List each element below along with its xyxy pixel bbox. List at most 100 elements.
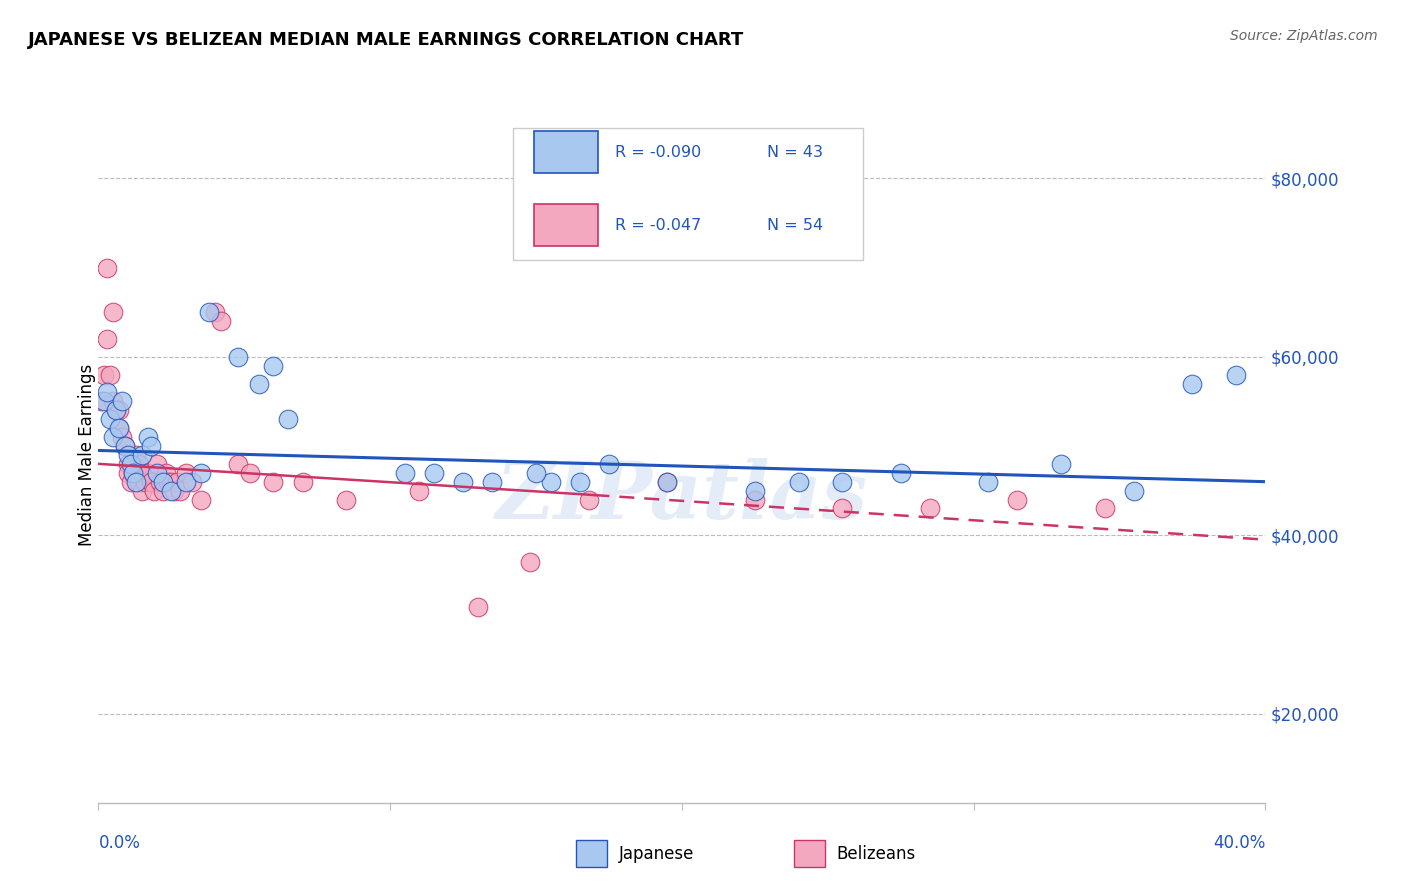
Point xyxy=(831,475,853,489)
Point xyxy=(120,457,142,471)
Point xyxy=(114,439,136,453)
Point xyxy=(163,483,186,498)
Text: R = -0.047: R = -0.047 xyxy=(616,218,702,233)
Point xyxy=(262,359,284,373)
Point xyxy=(131,448,153,462)
Point xyxy=(101,430,124,444)
Point xyxy=(108,403,131,417)
Text: 0.0%: 0.0% xyxy=(98,834,141,852)
Point xyxy=(111,430,134,444)
Point xyxy=(190,466,212,480)
Point xyxy=(98,368,121,382)
Text: ZIPatlas: ZIPatlas xyxy=(496,458,868,535)
Point xyxy=(152,483,174,498)
Point xyxy=(228,350,250,364)
Point xyxy=(134,475,156,489)
Point xyxy=(524,466,547,480)
Point xyxy=(146,466,169,480)
Point xyxy=(149,475,172,489)
Point xyxy=(155,466,177,480)
Point xyxy=(169,483,191,498)
Point xyxy=(1094,501,1116,516)
Point xyxy=(125,448,148,462)
Point xyxy=(657,475,679,489)
Text: JAPANESE VS BELIZEAN MEDIAN MALE EARNINGS CORRELATION CHART: JAPANESE VS BELIZEAN MEDIAN MALE EARNING… xyxy=(28,31,744,49)
Text: Source: ZipAtlas.com: Source: ZipAtlas.com xyxy=(1230,29,1378,43)
Point xyxy=(481,475,503,489)
Point xyxy=(239,466,262,480)
Point xyxy=(657,475,679,489)
Point xyxy=(451,475,474,489)
Text: R = -0.090: R = -0.090 xyxy=(616,145,702,160)
Point xyxy=(152,475,174,489)
Point xyxy=(160,483,183,498)
Point xyxy=(423,466,446,480)
Point xyxy=(117,448,139,462)
FancyBboxPatch shape xyxy=(534,131,598,173)
Point xyxy=(744,492,766,507)
Point xyxy=(166,475,188,489)
Point xyxy=(277,412,299,426)
Point xyxy=(104,403,127,417)
Point xyxy=(578,492,600,507)
Point xyxy=(93,394,115,409)
Point xyxy=(101,394,124,409)
Point xyxy=(598,457,620,471)
Point xyxy=(136,466,159,480)
Point xyxy=(104,403,127,417)
Point xyxy=(262,475,284,489)
FancyBboxPatch shape xyxy=(513,128,863,260)
Point xyxy=(96,385,118,400)
Point xyxy=(160,475,183,489)
Point xyxy=(157,475,180,489)
Point xyxy=(90,394,112,409)
Point xyxy=(131,483,153,498)
Point xyxy=(568,475,591,489)
Point xyxy=(93,368,115,382)
Point xyxy=(174,466,197,480)
Point xyxy=(198,305,221,319)
Point xyxy=(1123,483,1146,498)
Point xyxy=(174,475,197,489)
Point xyxy=(467,599,489,614)
Point xyxy=(204,305,226,319)
Point xyxy=(108,421,131,435)
Point xyxy=(111,394,134,409)
Point xyxy=(1050,457,1073,471)
Point xyxy=(122,466,145,480)
Point xyxy=(146,457,169,471)
Point xyxy=(190,492,212,507)
Point xyxy=(108,421,131,435)
Text: N = 43: N = 43 xyxy=(768,145,823,160)
Point xyxy=(128,457,150,471)
Point xyxy=(291,475,314,489)
Point xyxy=(139,475,162,489)
Point xyxy=(96,332,118,346)
Point xyxy=(117,466,139,480)
Point xyxy=(228,457,250,471)
Point xyxy=(335,492,357,507)
Point xyxy=(977,475,1000,489)
Point xyxy=(98,412,121,426)
Point xyxy=(519,555,541,569)
Point xyxy=(408,483,430,498)
Y-axis label: Median Male Earnings: Median Male Earnings xyxy=(79,364,96,546)
Point xyxy=(744,483,766,498)
Point xyxy=(139,439,162,453)
Point xyxy=(394,466,416,480)
Point xyxy=(131,466,153,480)
Point xyxy=(120,475,142,489)
Point xyxy=(540,475,562,489)
Point xyxy=(122,466,145,480)
Point xyxy=(128,475,150,489)
Point xyxy=(1225,368,1247,382)
Point xyxy=(1007,492,1029,507)
Point xyxy=(136,430,159,444)
Text: Japanese: Japanese xyxy=(619,845,695,863)
Point xyxy=(918,501,941,516)
Point xyxy=(117,457,139,471)
Text: 40.0%: 40.0% xyxy=(1213,834,1265,852)
Text: N = 54: N = 54 xyxy=(768,218,824,233)
Point xyxy=(142,483,165,498)
FancyBboxPatch shape xyxy=(534,204,598,246)
